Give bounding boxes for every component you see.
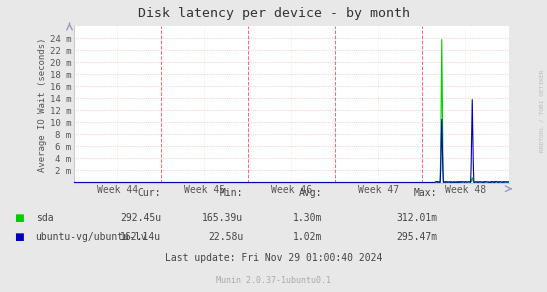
Y-axis label: Average IO Wait (seconds): Average IO Wait (seconds): [38, 37, 47, 172]
Text: Cur:: Cur:: [138, 188, 161, 198]
Text: 292.45u: 292.45u: [120, 213, 161, 223]
Text: Min:: Min:: [220, 188, 243, 198]
Text: 1.30m: 1.30m: [293, 213, 323, 223]
Text: RRDTOOL / TOBI OETIKER: RRDTOOL / TOBI OETIKER: [539, 70, 544, 152]
Text: Avg:: Avg:: [299, 188, 323, 198]
Text: 165.39u: 165.39u: [202, 213, 243, 223]
Text: Munin 2.0.37-1ubuntu0.1: Munin 2.0.37-1ubuntu0.1: [216, 276, 331, 285]
Text: 1.02m: 1.02m: [293, 232, 323, 242]
Text: Last update: Fri Nov 29 01:00:40 2024: Last update: Fri Nov 29 01:00:40 2024: [165, 253, 382, 263]
Text: ubuntu-vg/ubuntu-lv: ubuntu-vg/ubuntu-lv: [36, 232, 147, 242]
Text: 22.58u: 22.58u: [208, 232, 243, 242]
Text: Max:: Max:: [414, 188, 438, 198]
Text: 295.47m: 295.47m: [397, 232, 438, 242]
Text: ■: ■: [14, 232, 24, 242]
Text: Disk latency per device - by month: Disk latency per device - by month: [137, 7, 410, 20]
Text: sda: sda: [36, 213, 53, 223]
Text: ■: ■: [14, 213, 24, 223]
Text: 312.01m: 312.01m: [397, 213, 438, 223]
Text: 162.14u: 162.14u: [120, 232, 161, 242]
